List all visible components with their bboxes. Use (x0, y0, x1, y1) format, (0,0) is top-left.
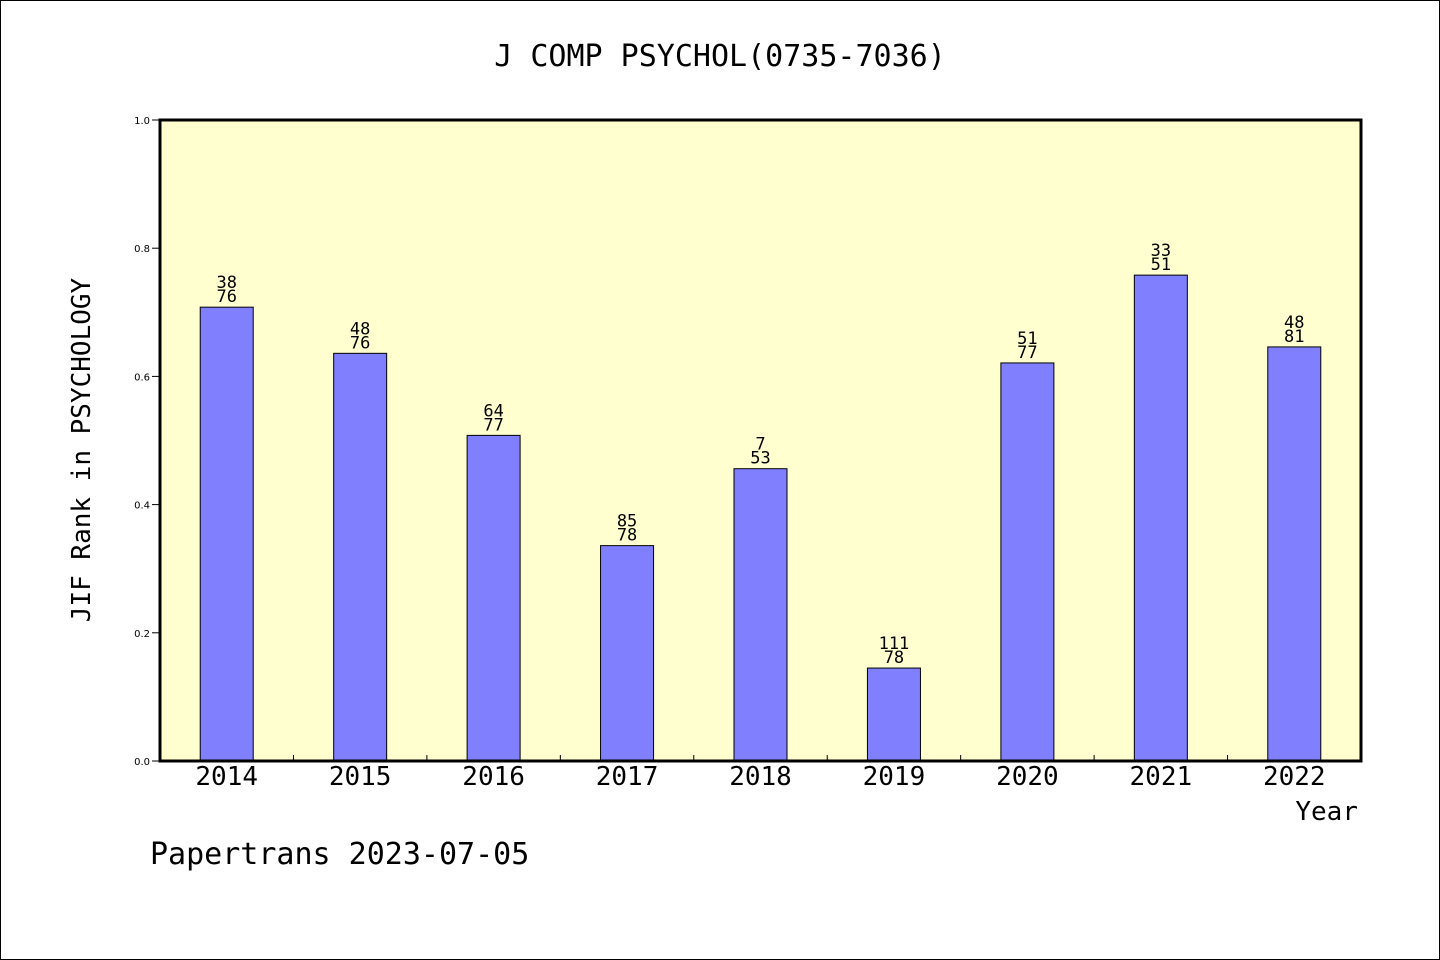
bar-label-top-2021: 33 (1151, 241, 1171, 261)
bars (199, 274, 1322, 762)
bar-label-bottom-2018: 53 (750, 449, 770, 469)
y-tick-label: 0.4 (134, 501, 150, 512)
x-tick-label-2015: 2015 (329, 762, 392, 792)
x-tick-label-2021: 2021 (1130, 762, 1193, 792)
bar-label-bottom-2017: 78 (617, 526, 637, 546)
bar-2019 (866, 667, 921, 762)
bar-label-top-2014: 38 (216, 273, 236, 293)
bar-2022 (1267, 346, 1322, 762)
x-axis: 2014 2015 2016 2017 2018 2019 2020 2021 2022 (195, 755, 1326, 792)
x-tick-label-2022: 2022 (1263, 762, 1326, 792)
bar-label-bottom-2019: 78 (884, 648, 904, 668)
bar-label-bottom-2020: 77 (1017, 343, 1037, 363)
x-tick-label-2018: 2018 (729, 762, 792, 792)
bar-label-bottom-2022: 81 (1284, 327, 1304, 347)
bar-2014 (199, 306, 254, 762)
bar-label-top-2017: 85 (617, 512, 637, 532)
x-tick-label-2014: 2014 (195, 762, 258, 792)
bar-label-top-2022: 48 (1284, 313, 1304, 333)
y-tick-label: 0.6 (134, 372, 150, 383)
bar-2021 (1133, 274, 1188, 762)
y-axis: 0.0 0.2 0.4 0.6 0.8 1.0 (134, 116, 160, 768)
y-tick-label: 0.2 (134, 629, 150, 640)
x-tick-label-2019: 2019 (863, 762, 926, 792)
bar-2018 (733, 468, 788, 762)
bar-label-bottom-2014: 76 (216, 287, 236, 307)
bar-label-top-2016: 64 (483, 401, 503, 421)
bar-label-bottom-2021: 51 (1151, 255, 1171, 275)
bar-label-top-2020: 51 (1017, 329, 1037, 349)
bar-2020 (1000, 362, 1055, 762)
x-tick-label-2016: 2016 (462, 762, 525, 792)
x-axis-label: Year (1295, 797, 1358, 827)
bar-label-top-2018: 7 (755, 435, 765, 455)
bar-label-top-2015: 48 (350, 319, 370, 339)
chart-title: J COMP PSYCHOL(0735-7036) (494, 39, 946, 74)
footer-credit: Papertrans 2023-07-05 (150, 837, 529, 872)
bar-label-bottom-2016: 77 (483, 415, 503, 435)
bar-2017 (600, 545, 655, 762)
plot-border (158, 118, 1363, 763)
x-tick-label-2017: 2017 (596, 762, 659, 792)
bar-label-bottom-2015: 76 (350, 333, 370, 353)
y-axis-label: JIF Rank in PSYCHOLOGY (67, 277, 97, 622)
x-tick-label-2020: 2020 (996, 762, 1059, 792)
y-tick-label: 0.0 (134, 757, 150, 768)
bar-label-top-2019: 111 (879, 634, 910, 654)
y-tick-label: 1.0 (134, 116, 150, 127)
bar-2015 (333, 352, 388, 762)
bar-2016 (466, 434, 521, 762)
y-tick-label: 0.8 (134, 244, 150, 255)
